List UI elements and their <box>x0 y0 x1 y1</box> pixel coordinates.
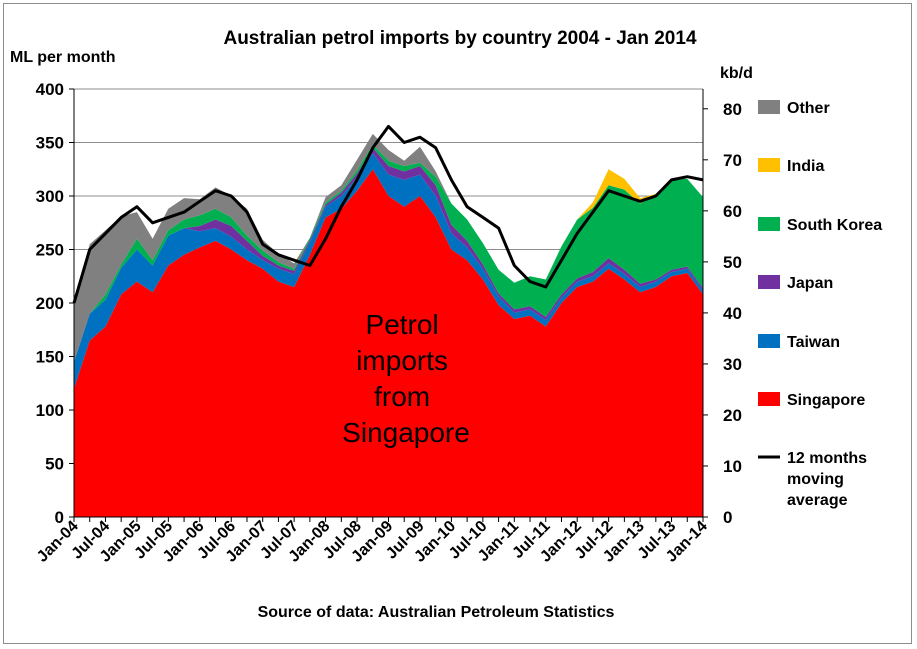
y2-tick-label: 0 <box>723 508 732 527</box>
area-singapore <box>74 169 703 518</box>
moving-average-series <box>72 124 704 304</box>
legend-swatch-japan <box>758 275 780 289</box>
y2-tick-label: 40 <box>723 304 742 323</box>
legend: Other India South Korea Japan Taiwan Sin… <box>758 100 882 509</box>
y-tick-label: 300 <box>36 187 64 206</box>
y2-tick-label: 30 <box>723 355 742 374</box>
legend-swatch-south-korea <box>758 217 780 231</box>
moving-average-line <box>72 124 704 304</box>
legend-label-other: Other <box>787 100 830 117</box>
legend-label-india: India <box>787 158 824 175</box>
y-tick-label: 100 <box>36 401 64 420</box>
legend-label-taiwan: Taiwan <box>787 334 840 351</box>
legend-swatch-taiwan <box>758 334 780 348</box>
y2-tick-label: 80 <box>723 100 742 119</box>
y-tick-label: 50 <box>45 455 64 474</box>
y-tick-label: 350 <box>36 134 64 153</box>
y2-tick-label: 10 <box>723 457 742 476</box>
annotation-line-3: from <box>374 381 430 412</box>
x-tick-labels: Jan-04Jul-04Jan-05Jul-05Jan-06Jul-06Jan-… <box>34 518 711 566</box>
legend-swatch-other <box>758 100 780 114</box>
legend-label-singapore: Singapore <box>787 392 865 409</box>
y-tick-label: 200 <box>36 294 64 313</box>
legend-label-south-korea: South Korea <box>787 217 882 234</box>
legend-label-moving-average-1: 12 months <box>787 450 867 467</box>
chart-title: Australian petrol imports by country 200… <box>223 28 696 49</box>
y-tick-labels: 0 50 100 150 200 250 300 350 400 <box>36 80 64 527</box>
legend-label-japan: Japan <box>787 275 833 292</box>
legend-label-moving-average-3: average <box>787 492 848 509</box>
y-tick-label: 150 <box>36 348 64 367</box>
y2-tick-label: 20 <box>723 406 742 425</box>
annotation-line-2: imports <box>356 345 448 376</box>
chart-frame <box>3 3 912 644</box>
legend-label-moving-average-2: moving <box>787 471 844 488</box>
axes <box>69 88 708 522</box>
source-note: Source of data: Australian Petroleum Sta… <box>258 604 615 621</box>
annotation-line-4: Singapore <box>342 417 470 448</box>
y2-tick-label: 70 <box>723 151 742 170</box>
y2-axis-label: kb/d <box>720 65 753 82</box>
y2-tick-label: 50 <box>723 253 742 272</box>
stacked-areas <box>74 133 703 518</box>
y-tick-label: 0 <box>55 508 64 527</box>
area-south-korea <box>74 144 703 362</box>
chart-annotation: Petrol imports from Singapore <box>342 309 470 448</box>
y2-tick-label: 60 <box>723 202 742 221</box>
annotation-line-1: Petrol <box>366 309 439 340</box>
legend-swatch-singapore <box>758 392 780 406</box>
y-tick-label: 250 <box>36 241 64 260</box>
y-axis-label: ML per month <box>10 49 115 66</box>
y2-tick-labels: 0 10 20 30 40 50 60 70 80 <box>723 100 742 527</box>
y-tick-label: 400 <box>36 80 64 99</box>
legend-swatch-india <box>758 158 780 172</box>
